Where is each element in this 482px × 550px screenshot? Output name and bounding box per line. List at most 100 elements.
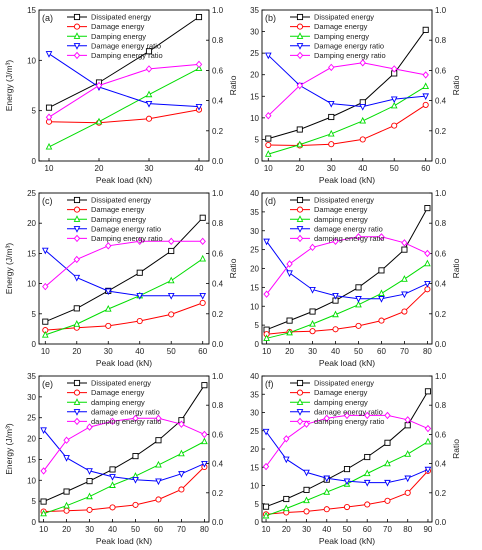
- y2-tick-label: 0.8: [212, 36, 224, 45]
- y-tick-label: 25: [27, 189, 36, 198]
- y2-tick-label: 0.2: [435, 489, 447, 498]
- y-tick-label: 30: [250, 227, 259, 236]
- y-axis-title: Energy (J/m³): [4, 243, 14, 295]
- marker-p1-s1-3: [359, 136, 366, 143]
- marker-p1-s1-0: [265, 141, 272, 149]
- plot-frame: [261, 9, 433, 162]
- marker-p4-s4-2: [86, 423, 93, 431]
- x-tick-label: 70: [177, 525, 186, 534]
- y-tick-label: 15: [250, 283, 259, 292]
- marker-p5-s0-6: [384, 439, 391, 446]
- marker-p1-s2-3: [359, 116, 367, 124]
- marker-p3-s2-2: [309, 319, 316, 327]
- marker-p5-s0-0: [262, 503, 270, 510]
- marker-p1-s3-0: [264, 52, 272, 60]
- marker-p2-sL4-0: [73, 234, 81, 243]
- x-tick-label: 10: [262, 347, 271, 356]
- marker-p2-s2-1: [73, 320, 81, 327]
- marker-p5-s4-2: [303, 420, 310, 428]
- marker-p4-s0-4: [132, 453, 139, 460]
- marker-p5-s2-2: [303, 496, 310, 504]
- marker-p1-s4-2: [328, 63, 335, 72]
- y-tick-label: 15: [27, 6, 36, 15]
- marker-p1-s4-5: [422, 71, 429, 79]
- marker-p3-s1-6: [401, 308, 408, 315]
- marker-p1-s2-0: [264, 150, 272, 157]
- marker-p5-s1-2: [303, 508, 310, 515]
- legend-label-2: damping energy: [314, 215, 368, 224]
- marker-p3-s4-3: [332, 237, 339, 246]
- y2-tick-label: 0.4: [212, 97, 224, 106]
- marker-p2-s0-5: [199, 214, 206, 221]
- y2-tick-label: 0.2: [212, 310, 224, 319]
- marker-p5-s3-7: [404, 475, 412, 483]
- marker-p1-s2-5: [422, 82, 430, 90]
- marker-p5-s2-5: [363, 469, 371, 477]
- marker-p2-s3-1: [73, 274, 81, 282]
- y-tick-label: 25: [250, 246, 259, 255]
- marker-p5-s4-1: [283, 435, 290, 443]
- x-tick-label: 80: [423, 347, 432, 356]
- marker-p2-s1-2: [105, 322, 112, 329]
- marker-p5-s4-4: [343, 411, 351, 420]
- y-tick-label: 30: [250, 28, 259, 37]
- marker-p2-s0-1: [73, 305, 80, 312]
- y-tick-label: 0: [32, 340, 37, 349]
- x-tick-label: 40: [108, 525, 117, 534]
- legend-label-1: Damage energy: [91, 205, 145, 214]
- y-tick-label: 0: [32, 157, 37, 166]
- marker-p2-s1-3: [136, 317, 143, 325]
- marker-p1-s4-1: [296, 81, 303, 90]
- marker-p4-s4-6: [178, 420, 185, 428]
- x-tick-label: 50: [167, 347, 176, 356]
- marker-p3-s2-4: [355, 300, 362, 308]
- y-tick-label: 5: [255, 321, 260, 330]
- marker-p3-s2-1: [286, 328, 293, 336]
- legend-label-0: Dissipated energy: [314, 13, 374, 22]
- series-line-2: [48, 67, 200, 148]
- x-axis-title: Peak load (kN): [319, 358, 375, 368]
- marker-p0-s2-1: [95, 117, 103, 125]
- marker-p1-s3-4: [390, 96, 398, 104]
- series-line-1: [48, 109, 200, 124]
- y-tick-label: 10: [250, 302, 259, 311]
- marker-p5-s1-3: [323, 506, 330, 513]
- x-tick-label: 10: [262, 525, 271, 534]
- marker-p3-s2-5: [378, 289, 385, 297]
- marker-p1-s0-1: [296, 126, 303, 133]
- y-tick-label: 5: [32, 497, 37, 506]
- marker-p4-s4-1: [63, 436, 70, 444]
- y-axis-title: Energy (J/m³): [4, 60, 14, 112]
- marker-p2-s3-0: [41, 247, 49, 255]
- marker-p2-s1-4: [168, 311, 175, 318]
- marker-p4-s2-1: [63, 501, 70, 509]
- marker-p3-s1-5: [378, 317, 385, 324]
- marker-p3-s4-2: [309, 243, 316, 252]
- y2-tick-label: 0.4: [435, 460, 447, 469]
- marker-p4-s4-0: [40, 467, 47, 475]
- marker-p3-s4-6: [401, 239, 408, 247]
- y-tick-label: 15: [27, 455, 36, 464]
- panel-label: (a): [42, 13, 53, 23]
- marker-p3-s2-3: [332, 310, 339, 318]
- marker-p4-s3-1: [63, 455, 70, 462]
- marker-p4-s4-7: [201, 430, 208, 439]
- legend-label-1: Damage energy: [314, 388, 368, 397]
- y2-axis-title: Ratio: [451, 75, 461, 95]
- y2-tick-label: 0.8: [212, 401, 224, 410]
- y2-tick-label: 0.8: [435, 36, 447, 45]
- x-tick-label: 60: [363, 525, 372, 534]
- marker-p2-s2-2: [104, 304, 112, 312]
- marker-p3-s4-1: [286, 260, 293, 268]
- x-tick-label: 30: [145, 164, 154, 173]
- series-line-4: [48, 63, 200, 118]
- marker-p5-s1-4: [343, 503, 351, 511]
- marker-p5-s1-5: [364, 501, 371, 508]
- series-line-0: [266, 207, 428, 331]
- marker-p4-s2-7: [201, 437, 208, 445]
- series-line-2: [45, 258, 203, 336]
- y2-tick-label: 0.8: [435, 401, 447, 410]
- x-tick-label: 40: [322, 525, 331, 534]
- y-tick-label: 0: [255, 518, 260, 527]
